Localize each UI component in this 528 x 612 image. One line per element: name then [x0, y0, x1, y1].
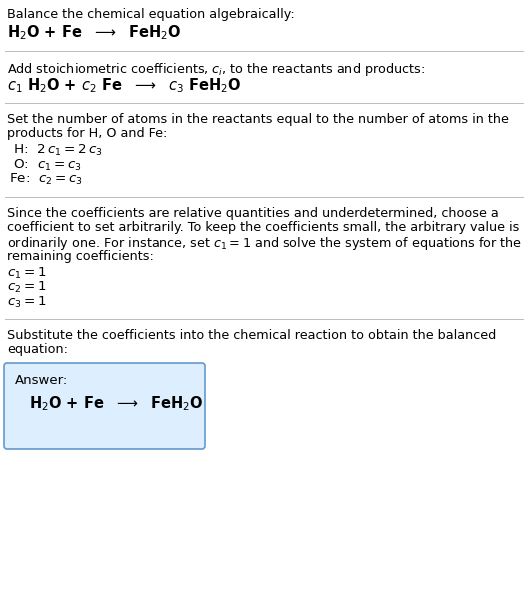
Text: products for H, O and Fe:: products for H, O and Fe: [7, 127, 167, 141]
Text: $c_2 = 1$: $c_2 = 1$ [7, 280, 46, 295]
Text: H$_2$O + Fe  $\longrightarrow$  FeH$_2$O: H$_2$O + Fe $\longrightarrow$ FeH$_2$O [7, 23, 181, 42]
Text: Answer:: Answer: [15, 374, 68, 387]
Text: ordinarily one. For instance, set $c_1 = 1$ and solve the system of equations fo: ordinarily one. For instance, set $c_1 =… [7, 236, 522, 253]
Text: Since the coefficients are relative quantities and underdetermined, choose a: Since the coefficients are relative quan… [7, 206, 499, 220]
Text: coefficient to set arbitrarily. To keep the coefficients small, the arbitrary va: coefficient to set arbitrarily. To keep … [7, 221, 520, 234]
Text: $c_1$ H$_2$O + $c_2$ Fe  $\longrightarrow$  $c_3$ FeH$_2$O: $c_1$ H$_2$O + $c_2$ Fe $\longrightarrow… [7, 76, 241, 95]
Text: Balance the chemical equation algebraically:: Balance the chemical equation algebraica… [7, 8, 295, 21]
Text: equation:: equation: [7, 343, 68, 357]
Text: O:  $c_1 = c_3$: O: $c_1 = c_3$ [9, 157, 82, 173]
Text: Add stoichiometric coefficients, $c_i$, to the reactants and products:: Add stoichiometric coefficients, $c_i$, … [7, 61, 425, 78]
FancyBboxPatch shape [4, 363, 205, 449]
Text: Substitute the coefficients into the chemical reaction to obtain the balanced: Substitute the coefficients into the che… [7, 329, 496, 342]
Text: H$_2$O + Fe  $\longrightarrow$  FeH$_2$O: H$_2$O + Fe $\longrightarrow$ FeH$_2$O [29, 394, 203, 412]
Text: $c_3 = 1$: $c_3 = 1$ [7, 294, 46, 310]
Text: Fe:  $c_2 = c_3$: Fe: $c_2 = c_3$ [9, 172, 83, 187]
Text: $c_1 = 1$: $c_1 = 1$ [7, 266, 46, 280]
Text: Set the number of atoms in the reactants equal to the number of atoms in the: Set the number of atoms in the reactants… [7, 113, 509, 126]
Text: H:  $2\,c_1 = 2\,c_3$: H: $2\,c_1 = 2\,c_3$ [9, 143, 103, 158]
Text: remaining coefficients:: remaining coefficients: [7, 250, 154, 263]
